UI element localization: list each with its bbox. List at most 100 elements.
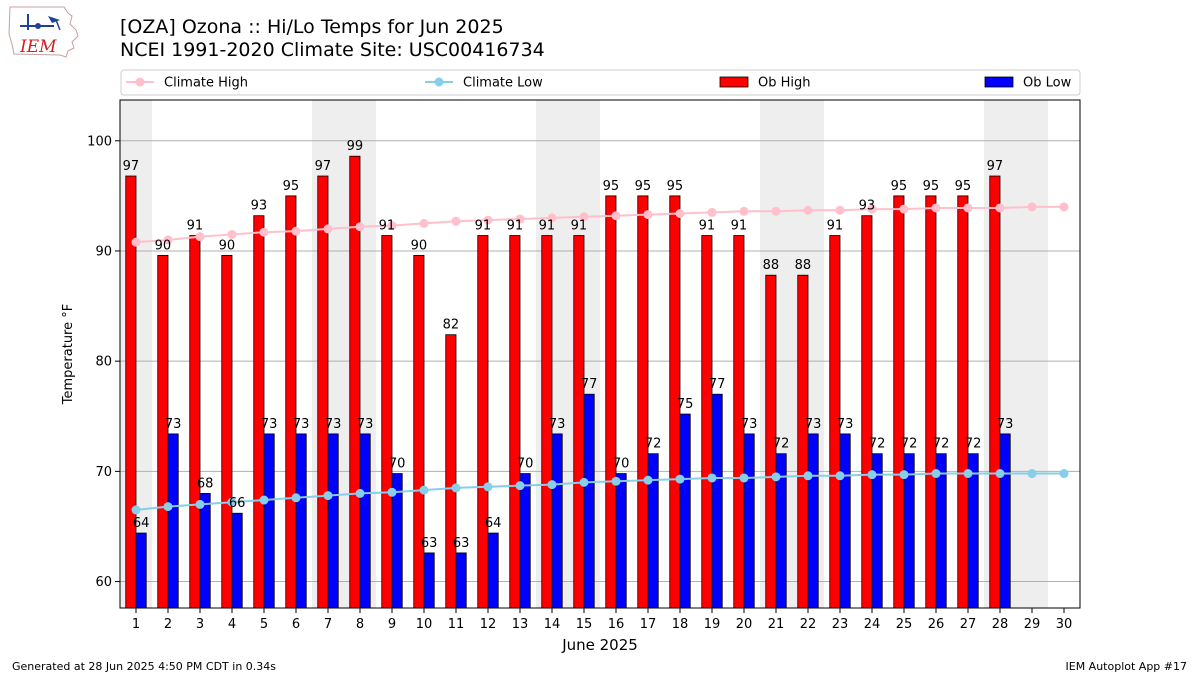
ob-high-bar-label: 97	[987, 159, 1004, 174]
climate-low-point	[643, 475, 653, 485]
climate-high-point	[515, 214, 525, 224]
ob-low-bar-label: 73	[549, 417, 566, 432]
ob-low-bar	[199, 492, 211, 609]
ob-low-bar-label: 72	[901, 437, 918, 452]
climate-high-point	[323, 224, 333, 234]
climate-low-point	[867, 470, 877, 480]
ob-low-bar-label: 72	[933, 437, 950, 452]
ob-low-bar-label: 77	[709, 377, 726, 392]
ob-high-bar	[797, 274, 809, 609]
ob-low-bar	[135, 532, 147, 609]
climate-low-point	[707, 473, 717, 483]
x-tick-label: 11	[448, 617, 465, 632]
ob-high-bar	[925, 195, 937, 609]
ob-low-bar-label: 64	[485, 516, 502, 531]
y-axis-label: Temperature °F	[61, 304, 76, 405]
x-tick-label: 5	[260, 617, 268, 632]
ob-high-bar	[381, 235, 393, 609]
climate-low-point	[803, 471, 813, 481]
climate-low-point	[163, 502, 173, 512]
x-tick-label: 9	[388, 617, 396, 632]
climate-high-line	[135, 205, 1064, 244]
ob-low-bar	[455, 552, 467, 609]
ob-high-bar-label: 88	[763, 258, 780, 273]
climate-high-point	[931, 203, 941, 213]
x-tick-label: 20	[736, 617, 753, 632]
x-tick-label: 30	[1056, 617, 1073, 632]
ob-low-bar-label: 63	[421, 536, 438, 551]
ob-high-bar	[605, 195, 617, 609]
ob-low-bar-label: 63	[453, 536, 470, 551]
y-tick-label: 100	[87, 134, 112, 149]
chart-title: [OZA] Ozona :: Hi/Lo Temps for Jun 2025 …	[120, 16, 545, 62]
ob-low-bar	[295, 433, 307, 609]
x-tick-label: 15	[576, 617, 593, 632]
ob-high-bar	[989, 175, 1001, 609]
ob-low-bar	[359, 433, 371, 609]
ob-high-bar-label: 95	[891, 179, 908, 194]
ob-high-bar	[893, 195, 905, 609]
ob-high-bar-label: 91	[699, 219, 716, 234]
legend-label: Climate High	[164, 76, 248, 91]
ob-low-bar-label: 73	[837, 417, 854, 432]
ob-high-bar-label: 93	[859, 199, 876, 214]
y-tick-label: 80	[95, 355, 112, 370]
ob-high-bar	[445, 334, 457, 609]
ob-high-bar-label: 91	[571, 219, 588, 234]
x-tick-label: 8	[356, 617, 364, 632]
y-tick-label: 70	[95, 465, 112, 480]
ob-low-bar	[551, 433, 563, 609]
ob-high-bar-label: 88	[795, 258, 812, 273]
y-gridlines	[120, 140, 1080, 583]
ob-low-bar-label: 72	[869, 437, 886, 452]
x-tick-label: 18	[672, 617, 689, 632]
climate-low-point	[611, 476, 621, 486]
climate-low-point	[387, 487, 397, 497]
climate-high-point	[867, 204, 877, 214]
ob-high-bar-label: 91	[475, 219, 492, 234]
climate-high-point	[611, 211, 621, 221]
climate-low-point	[579, 477, 589, 487]
climate-high-point	[835, 205, 845, 215]
ob-high-bar	[285, 195, 297, 609]
ob-low-bar	[167, 433, 179, 609]
ob-high-bar-label: 91	[379, 219, 396, 234]
bar-value-labels: 97 90 91 90 93 95 97 99 91 90 82 91 91 91 91 95 95 95 91 91…	[123, 139, 1014, 551]
climate-low-point	[547, 480, 557, 490]
title-line-1: [OZA] Ozona :: Hi/Lo Temps for Jun 2025	[120, 16, 504, 38]
climate-high-point	[579, 212, 589, 222]
ob-low-bar-label: 77	[581, 377, 598, 392]
climate-low-point	[963, 469, 973, 479]
ob-low-bar-label: 73	[357, 417, 374, 432]
ob-high-bar	[413, 254, 425, 609]
ob-high-bar-label: 91	[507, 219, 524, 234]
x-tick-label: 27	[960, 617, 977, 632]
x-tick-label: 13	[512, 617, 529, 632]
x-tick-label: 2	[164, 617, 172, 632]
ob-high-bar	[253, 215, 265, 609]
x-tick-label: 26	[928, 617, 945, 632]
ob-low-bar-label: 73	[325, 417, 342, 432]
x-tick-label: 10	[416, 617, 433, 632]
ob-low-bar	[615, 473, 627, 609]
legend-marker	[135, 77, 145, 87]
app-credit: IEM Autoplot App #17	[1065, 660, 1188, 673]
ob-low-bar	[743, 433, 755, 609]
x-tick-label: 29	[1024, 617, 1041, 632]
climate-low-point	[259, 495, 269, 505]
ob-low-bar-label: 70	[613, 457, 630, 472]
ob-low-bar	[519, 473, 531, 609]
x-tick-label: 6	[292, 617, 300, 632]
legend-swatch	[719, 76, 749, 88]
climate-low-point	[195, 499, 205, 509]
climate-high-point	[1027, 202, 1037, 212]
ob-high-bar-label: 91	[187, 219, 204, 234]
ob-low-bar-label: 72	[773, 437, 790, 452]
ob-high-bar-label: 90	[219, 238, 236, 253]
climate-low-point	[675, 474, 685, 484]
ob-low-bar-label: 73	[261, 417, 278, 432]
ob-high-bar-label: 95	[923, 179, 940, 194]
climate-low-point	[483, 482, 493, 492]
ob-high-bar-label: 95	[955, 179, 972, 194]
